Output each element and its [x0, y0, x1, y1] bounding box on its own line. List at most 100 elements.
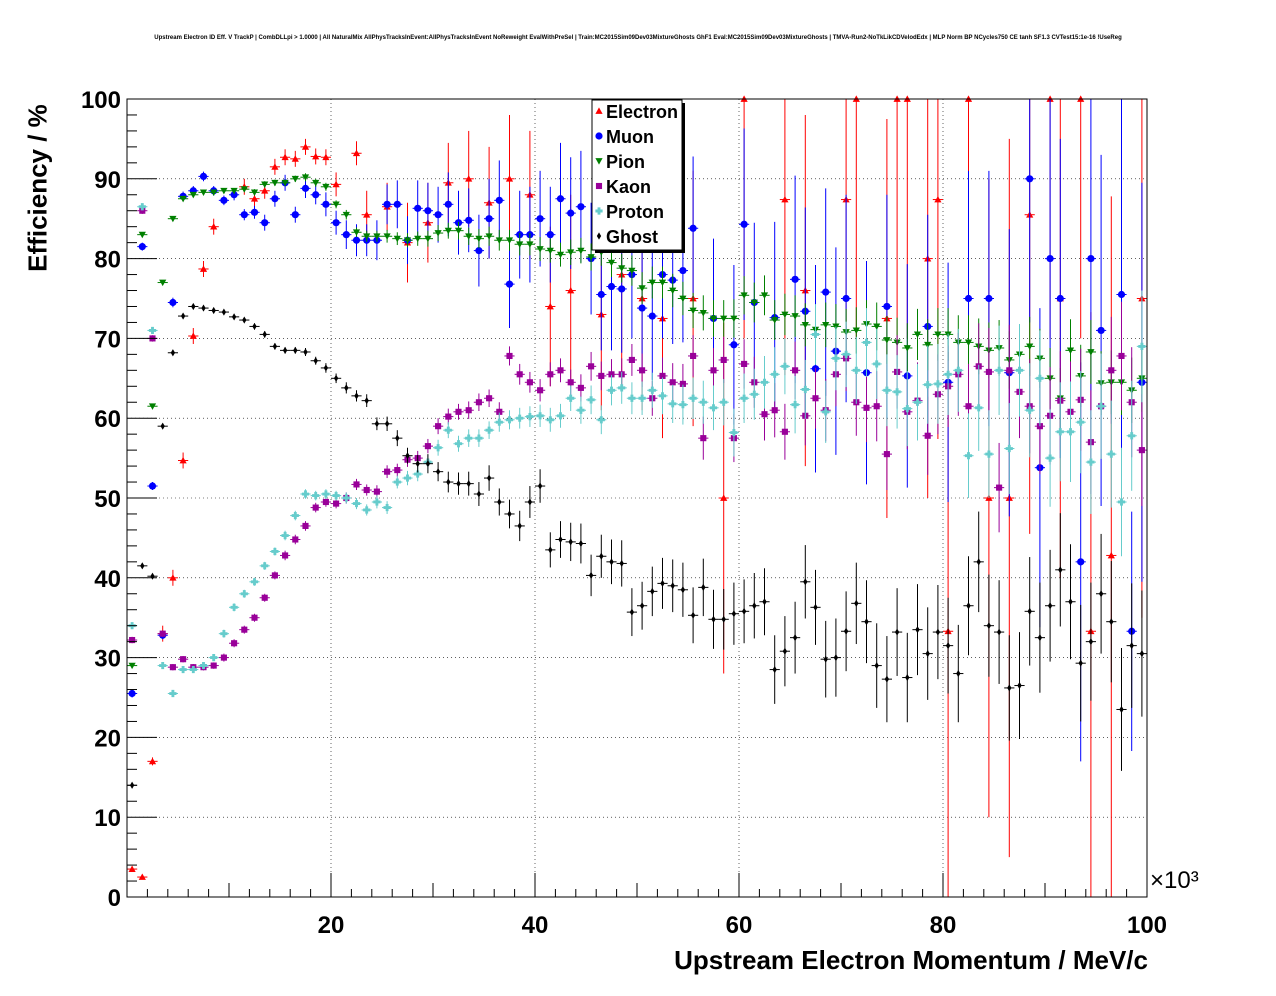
data-point	[150, 572, 155, 580]
data-point	[271, 547, 279, 556]
data-point	[588, 571, 594, 580]
data-point	[414, 235, 422, 243]
data-point	[1005, 444, 1013, 453]
data-point	[384, 420, 390, 428]
data-point	[660, 579, 665, 587]
data-point	[650, 587, 655, 595]
legend-label-electron: Electron	[606, 102, 678, 122]
data-point	[842, 294, 850, 303]
data-point	[669, 287, 677, 295]
y-tick-label: 40	[94, 566, 121, 593]
data-point	[546, 231, 554, 239]
data-point	[546, 302, 554, 310]
data-point	[873, 323, 881, 331]
data-point	[250, 189, 259, 196]
data-point	[465, 407, 472, 414]
data-point	[261, 562, 269, 570]
data-point	[138, 243, 146, 251]
data-point	[669, 379, 676, 386]
data-point	[148, 326, 157, 335]
data-point	[1047, 602, 1053, 610]
data-point	[179, 195, 187, 203]
data-point	[179, 456, 187, 464]
data-point	[1128, 432, 1136, 440]
data-point	[905, 673, 910, 682]
data-point	[945, 642, 951, 650]
data-point	[465, 434, 473, 442]
data-point	[567, 286, 575, 294]
data-point	[160, 422, 165, 430]
data-point	[924, 432, 931, 439]
data-point	[495, 418, 503, 426]
data-point	[128, 689, 136, 698]
data-point	[383, 200, 391, 208]
data-point	[536, 246, 544, 253]
data-point	[648, 386, 656, 394]
data-point	[556, 195, 565, 203]
data-point	[976, 558, 981, 566]
data-point	[639, 602, 645, 610]
data-point	[903, 405, 911, 413]
legend-marker-pion	[595, 158, 603, 165]
legend-label-kaon: Kaon	[606, 177, 651, 197]
data-point	[648, 312, 656, 320]
data-point	[577, 406, 585, 414]
data-point	[170, 349, 176, 357]
data-point	[913, 331, 922, 339]
data-point	[496, 408, 503, 415]
y-tick-label: 20	[94, 725, 121, 752]
data-point	[883, 302, 891, 311]
data-point	[169, 664, 176, 671]
data-point	[536, 215, 544, 223]
data-point	[577, 384, 584, 391]
data-point	[1139, 650, 1145, 658]
data-point	[964, 339, 973, 346]
data-point	[760, 292, 769, 299]
data-point	[425, 460, 431, 468]
data-point	[138, 203, 146, 211]
data-point	[965, 403, 972, 410]
data-point	[607, 386, 616, 394]
data-point	[924, 381, 932, 389]
data-point	[741, 607, 747, 615]
data-point	[812, 395, 819, 402]
data-point	[740, 220, 748, 228]
data-point	[189, 665, 197, 674]
data-point	[128, 662, 136, 670]
data-point	[393, 200, 401, 208]
data-point	[740, 394, 748, 402]
data-point	[709, 315, 718, 323]
legend-marker-muon	[595, 132, 603, 140]
data-point	[1107, 450, 1115, 458]
data-point	[138, 873, 146, 880]
data-point	[454, 227, 463, 235]
data-point	[689, 307, 697, 315]
data-point	[730, 341, 738, 349]
data-point	[384, 468, 391, 475]
y-tick-label: 90	[94, 167, 121, 194]
data-point	[281, 153, 289, 161]
data-point	[240, 211, 248, 219]
data-point	[444, 227, 452, 235]
data-point	[1006, 367, 1013, 374]
data-point	[250, 208, 259, 216]
data-point	[282, 552, 289, 559]
data-point	[505, 280, 514, 288]
data-point	[252, 322, 257, 331]
data-point	[833, 654, 839, 662]
data-point	[495, 237, 503, 244]
data-point	[301, 143, 310, 150]
data-point	[373, 488, 380, 495]
data-point	[507, 510, 512, 518]
data-point	[354, 392, 359, 400]
data-point	[1037, 634, 1043, 642]
data-point	[731, 610, 737, 618]
data-point	[301, 490, 310, 498]
data-point	[373, 498, 381, 506]
data-point	[852, 327, 860, 335]
data-point	[516, 414, 524, 422]
data-point	[679, 266, 687, 275]
data-point	[934, 331, 942, 339]
data-point	[393, 235, 401, 243]
